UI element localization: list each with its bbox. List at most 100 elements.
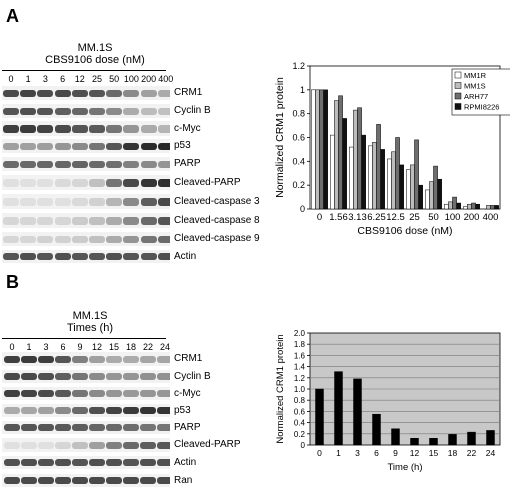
blot-band bbox=[106, 459, 122, 466]
blot-band bbox=[106, 236, 123, 243]
blot-band bbox=[89, 90, 105, 97]
blot-band bbox=[71, 90, 88, 97]
bar bbox=[433, 165, 438, 210]
bar bbox=[334, 371, 343, 446]
blot-band bbox=[89, 253, 105, 260]
legend-swatch bbox=[454, 103, 462, 110]
legend-label: MM1S bbox=[464, 82, 486, 91]
blot-band bbox=[20, 161, 37, 168]
y-tick-label: 1.6 bbox=[294, 351, 306, 360]
blot-band bbox=[54, 217, 71, 225]
bar bbox=[315, 89, 320, 210]
legend-box bbox=[451, 68, 510, 116]
bar bbox=[391, 151, 396, 210]
bar bbox=[410, 164, 415, 210]
blot-band bbox=[123, 407, 139, 414]
blot-band bbox=[3, 179, 19, 187]
blot-band bbox=[89, 424, 105, 431]
blot-band bbox=[4, 373, 20, 380]
bar bbox=[414, 139, 419, 210]
panel-a-cell-line: MM.1S bbox=[77, 42, 113, 54]
blot-band bbox=[3, 161, 19, 168]
lane-label: 50 bbox=[109, 74, 120, 84]
blot-band bbox=[21, 442, 37, 449]
blot-band bbox=[3, 198, 19, 206]
bar bbox=[399, 164, 404, 210]
bar bbox=[330, 134, 335, 210]
blot-label-parp: PARP bbox=[174, 158, 201, 169]
x-tick-label: 50 bbox=[428, 212, 439, 223]
bar bbox=[353, 378, 362, 446]
blot-label-cleaved-caspase-9: Cleaved-caspase 9 bbox=[174, 233, 260, 244]
y-tick-label: 1.2 bbox=[294, 374, 306, 383]
blot-band bbox=[157, 198, 170, 206]
blot-band bbox=[55, 424, 71, 431]
bar bbox=[406, 169, 411, 210]
blot-band bbox=[21, 459, 37, 466]
bar bbox=[410, 438, 419, 446]
blot-band bbox=[157, 236, 170, 243]
blot-band bbox=[140, 198, 157, 206]
blot-band bbox=[72, 442, 88, 449]
blot-band bbox=[55, 356, 71, 363]
blot-band bbox=[38, 390, 54, 397]
blot-label-c-myc: c-Myc bbox=[174, 122, 201, 134]
blot-band bbox=[106, 179, 123, 187]
blot-strip-c-myc bbox=[2, 387, 170, 400]
bar bbox=[471, 202, 476, 210]
lane-label: 6 bbox=[60, 342, 66, 352]
blot-band bbox=[71, 108, 88, 115]
blot-band bbox=[38, 407, 54, 414]
y-tick-label: 0 bbox=[301, 441, 306, 450]
blot-band bbox=[157, 356, 170, 363]
blot-strip-cleaved-parp bbox=[2, 175, 170, 190]
blot-band bbox=[157, 373, 170, 380]
blot-label-cyclin-b: Cyclin B bbox=[174, 105, 211, 116]
legend-swatch bbox=[454, 92, 462, 100]
blot-band bbox=[157, 161, 170, 168]
blot-band bbox=[21, 424, 37, 431]
y-tick-label: 0.4 bbox=[292, 156, 305, 166]
blot-strip-cleaved-caspase-9 bbox=[2, 232, 170, 246]
blot-band bbox=[38, 477, 54, 484]
blot-band bbox=[21, 373, 37, 380]
bar bbox=[486, 205, 491, 210]
bar bbox=[444, 203, 449, 210]
blot-band bbox=[140, 143, 157, 150]
blot-band bbox=[20, 143, 37, 150]
blot-band bbox=[157, 390, 170, 397]
blot-band bbox=[140, 90, 157, 97]
bar bbox=[418, 184, 423, 210]
blot-band bbox=[106, 108, 123, 115]
blot-strip-cleaved-caspase-3 bbox=[2, 194, 170, 209]
blot-strip-crm1 bbox=[2, 352, 170, 366]
y-tick-label: 1.8 bbox=[294, 340, 306, 349]
blot-band bbox=[21, 477, 37, 484]
blot-band bbox=[123, 179, 140, 187]
blot-band bbox=[140, 424, 156, 431]
blot-band bbox=[140, 442, 156, 449]
bar bbox=[361, 134, 366, 210]
bar bbox=[349, 146, 354, 210]
blot-band bbox=[72, 424, 88, 431]
blot-band bbox=[3, 108, 19, 115]
blot-band bbox=[140, 407, 156, 414]
y-tick-label: 1.2 bbox=[292, 61, 305, 71]
blot-band bbox=[38, 459, 54, 466]
bar bbox=[311, 89, 316, 210]
x-tick-label: 0 bbox=[317, 448, 322, 458]
blot-band bbox=[123, 356, 139, 363]
bar bbox=[338, 95, 343, 210]
blot-strip-cleaved-parp bbox=[2, 438, 170, 452]
blot-band bbox=[21, 407, 37, 414]
blot-band bbox=[4, 477, 20, 484]
blot-band bbox=[55, 459, 71, 466]
blot-band bbox=[89, 407, 105, 414]
blot-band bbox=[54, 198, 71, 206]
blot-band bbox=[157, 217, 170, 225]
blot-band bbox=[106, 161, 123, 168]
bar bbox=[357, 107, 362, 210]
lane-label: 0 bbox=[8, 74, 14, 84]
bar bbox=[372, 413, 381, 446]
blot-band bbox=[123, 161, 140, 168]
